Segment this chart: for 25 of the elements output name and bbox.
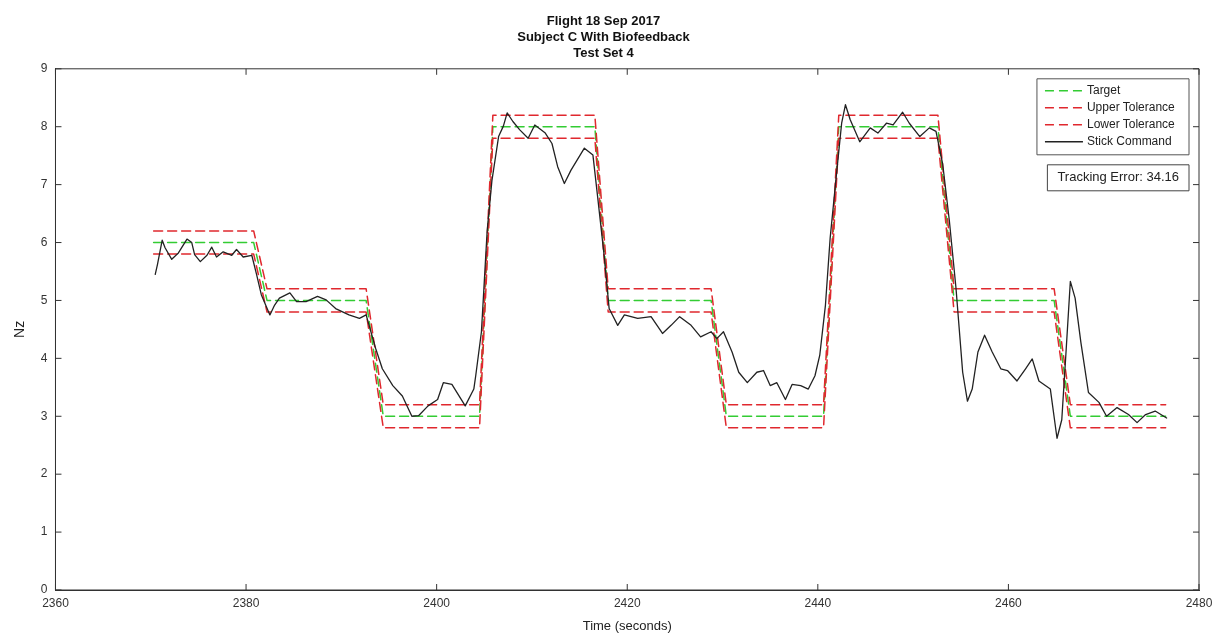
y-tick-label: 8 xyxy=(40,119,48,134)
y-tick-label: 7 xyxy=(40,176,48,191)
x-tick-label: 2420 xyxy=(613,595,641,610)
y-tick-label: 4 xyxy=(40,350,48,365)
y-tick-label: 3 xyxy=(40,408,48,423)
y-tick-label: 9 xyxy=(40,61,48,76)
legend-label: Target xyxy=(1086,83,1121,98)
x-tick-label: 2440 xyxy=(804,595,832,610)
y-tick-label: 6 xyxy=(40,234,48,249)
y-tick-label: 5 xyxy=(40,292,48,307)
y-tick-label: 1 xyxy=(40,524,48,539)
chart-title: Flight 18 Sep 2017 Subject C With Biofeedback Test Set 4 xyxy=(517,13,691,60)
legend-label: Lower Tolerance xyxy=(1086,117,1176,132)
x-tick-label: 2460 xyxy=(995,595,1023,610)
y-tick-label: 2 xyxy=(40,466,48,481)
annotation: Tracking Error: 34.16 xyxy=(1057,169,1179,185)
x-tick-label: 2380 xyxy=(232,595,260,610)
x-tick-label: 2480 xyxy=(1185,595,1213,610)
x-tick-label: 2360 xyxy=(42,595,70,610)
legend-label: Stick Command xyxy=(1086,134,1172,149)
legend-label: Upper Tolerance xyxy=(1086,100,1176,115)
y-axis-title: Nz xyxy=(11,320,28,338)
x-axis-title: Time (seconds) xyxy=(582,617,672,633)
x-tick-label: 2400 xyxy=(423,595,451,610)
y-tick-label: 0 xyxy=(40,582,48,597)
